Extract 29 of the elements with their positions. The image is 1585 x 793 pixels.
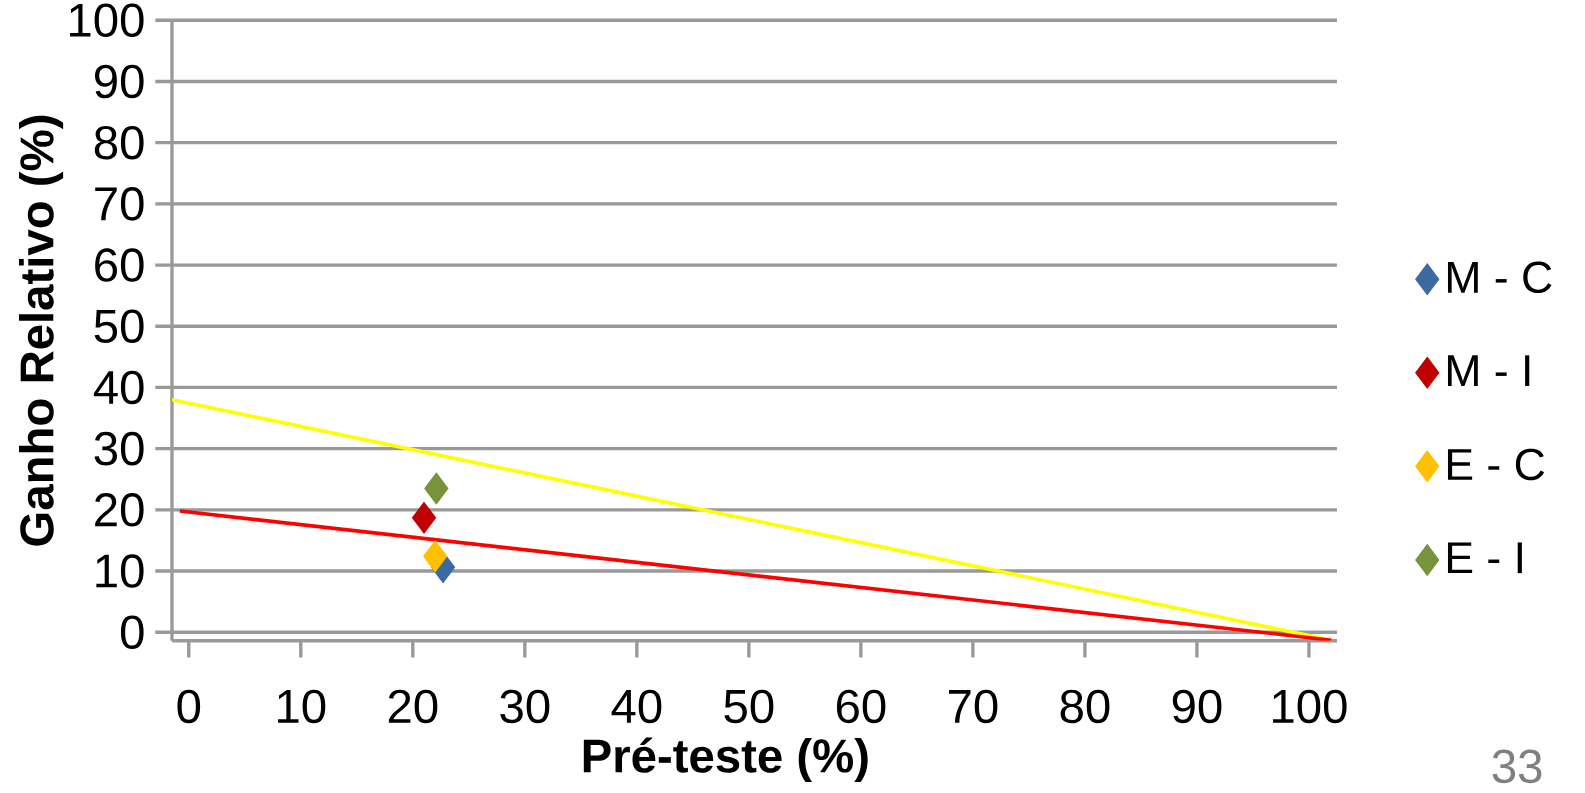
legend-label: M - C xyxy=(1447,261,1552,294)
x-tick-label: 80 xyxy=(1060,689,1110,724)
y-tick-label: 30 xyxy=(94,431,144,466)
y-tick-label: 10 xyxy=(96,554,144,588)
x-axis-title: Pré-teste (%) xyxy=(583,737,868,783)
y-axis-title: Ganho Relativo (%) xyxy=(18,115,64,546)
legend-label: E - C xyxy=(1447,448,1545,481)
text: 33 xyxy=(1492,749,1542,784)
legend-label: E - I xyxy=(1447,542,1522,574)
y-tick-label: 50 xyxy=(94,309,144,344)
y-tick-label: 100 xyxy=(70,3,144,38)
x-tick-label: 60 xyxy=(836,689,886,724)
y-tick-label: 40 xyxy=(93,370,144,405)
y-tick-label: 70 xyxy=(95,187,144,221)
x-tick-label: 0 xyxy=(177,689,201,724)
y-tick-label: 90 xyxy=(94,64,144,99)
y-tick-label: 0 xyxy=(120,615,144,650)
legend-label: M - I xyxy=(1447,355,1530,387)
y-tick-label: 80 xyxy=(94,125,144,160)
x-tick-label: 40 xyxy=(611,689,662,724)
x-tick-label: 20 xyxy=(388,689,438,724)
y-tick-label: 60 xyxy=(95,248,144,282)
x-tick-label: 10 xyxy=(278,689,326,724)
x-tick-label: 100 xyxy=(1273,689,1347,724)
x-tick-label: 70 xyxy=(949,689,998,724)
x-tick-label: 90 xyxy=(1172,689,1222,724)
y-tick-label: 20 xyxy=(95,493,144,527)
x-tick-label: 50 xyxy=(724,689,774,724)
x-tick-label: 30 xyxy=(500,689,550,724)
